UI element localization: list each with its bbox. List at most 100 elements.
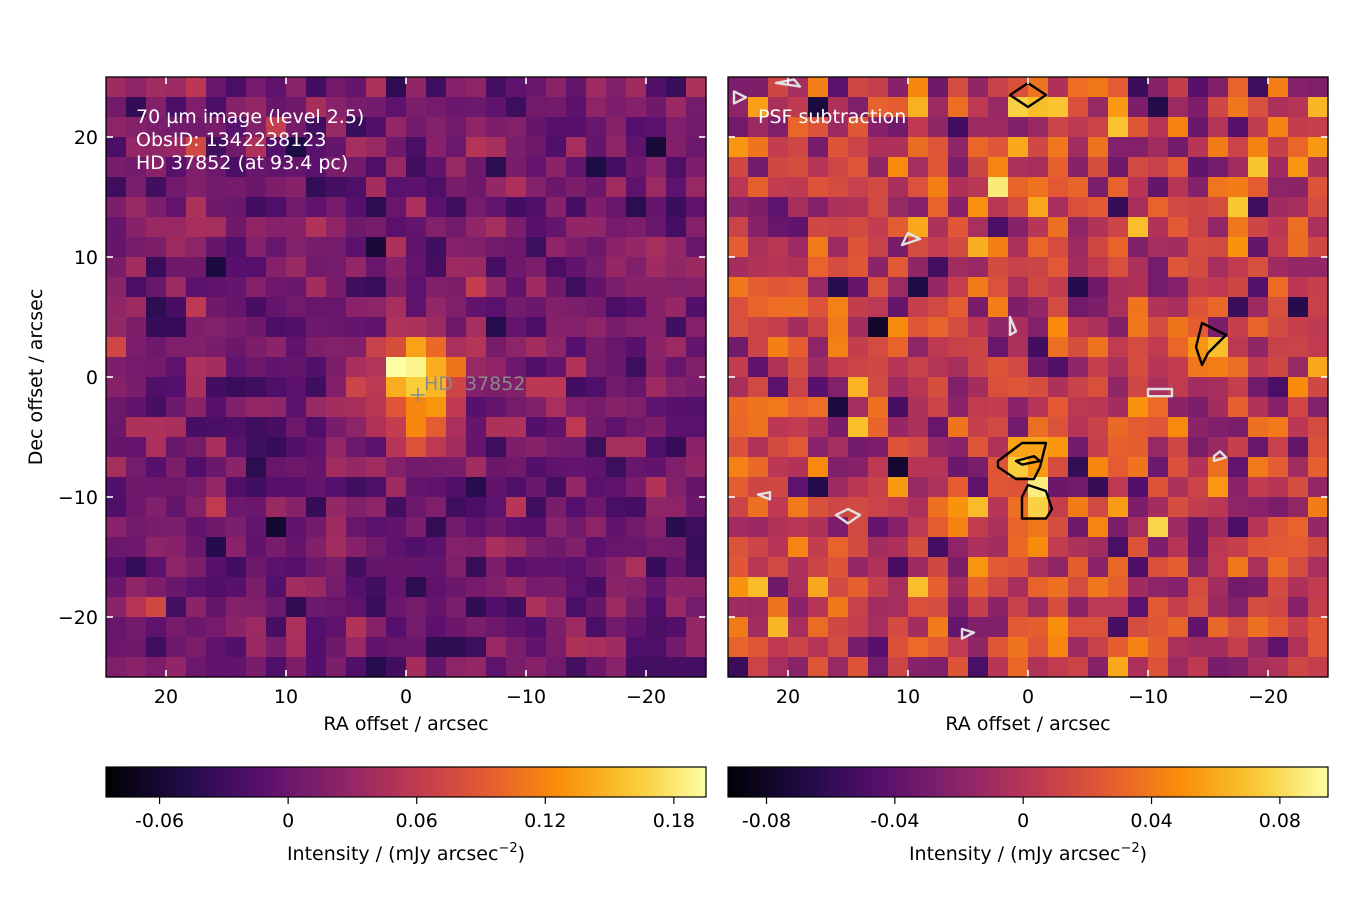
- heatmap-cell: [1168, 277, 1189, 298]
- heatmap-cell: [146, 117, 167, 138]
- heatmap-cell: [1148, 577, 1169, 598]
- heatmap-cell: [106, 337, 127, 358]
- heatmap-cell: [226, 237, 247, 258]
- heatmap-cell: [306, 257, 327, 278]
- heatmap-cell: [1148, 237, 1169, 258]
- heatmap-cell: [486, 117, 507, 138]
- heatmap-cell: [948, 157, 969, 178]
- heatmap-cell: [606, 657, 627, 678]
- heatmap-cell: [1248, 397, 1269, 418]
- heatmap-cell: [1048, 437, 1069, 458]
- heatmap-cell: [1108, 497, 1129, 518]
- heatmap-cell: [968, 257, 989, 278]
- heatmap-cell: [466, 517, 487, 538]
- heatmap-cell: [346, 517, 367, 538]
- panel-psf-subtraction: 20 10 0 −10 −20 PSF subtraction RA offset / …: [727, 76, 1329, 735]
- heatmap-cell: [286, 437, 307, 458]
- heatmap-cell: [566, 597, 587, 618]
- heatmap-cell: [1148, 157, 1169, 178]
- heatmap-cell: [1068, 577, 1089, 598]
- heatmap-cell: [1148, 197, 1169, 218]
- heatmap-cell: [788, 137, 809, 158]
- heatmap-cell: [386, 157, 407, 178]
- heatmap-cell: [888, 317, 909, 338]
- heatmap-cell: [646, 517, 667, 538]
- heatmap-cell: [546, 437, 567, 458]
- heatmap-cell: [586, 277, 607, 298]
- heatmap-cell: [146, 557, 167, 578]
- heatmap-cell: [166, 577, 187, 598]
- heatmap-cell: [346, 397, 367, 418]
- heatmap-cell: [1308, 317, 1329, 338]
- heatmap-cell: [346, 497, 367, 518]
- heatmap-cell: [1288, 457, 1309, 478]
- heatmap-cell: [1088, 137, 1109, 158]
- heatmap-cell: [106, 537, 127, 558]
- heatmap-cell: [486, 477, 507, 498]
- heatmap-cell: [146, 137, 167, 158]
- heatmap-cell: [366, 517, 387, 538]
- heatmap-cell: [466, 457, 487, 478]
- heatmap-cell: [908, 177, 929, 198]
- heatmap-cell: [146, 277, 167, 298]
- heatmap-cell: [286, 637, 307, 658]
- heatmap-cell: [566, 277, 587, 298]
- heatmap-cell: [968, 517, 989, 538]
- heatmap-cell: [1048, 597, 1069, 618]
- heatmap-cell: [1248, 137, 1269, 158]
- heatmap-cell: [286, 137, 307, 158]
- heatmap-cell: [1228, 637, 1249, 658]
- heatmap-cell: [768, 457, 789, 478]
- heatmap-cell: [306, 597, 327, 618]
- heatmap-cell: [908, 657, 929, 678]
- colorbar-label: Intensity / (mJy arcsec−2): [287, 841, 525, 865]
- heatmap-cell: [1228, 457, 1249, 478]
- heatmap-cell: [426, 377, 447, 398]
- heatmap-cell: [1068, 257, 1089, 278]
- heatmap-cell: [1228, 377, 1249, 398]
- heatmap-cell: [1308, 377, 1329, 398]
- heatmap-cell: [466, 597, 487, 618]
- heatmap-cell: [126, 317, 147, 338]
- heatmap-cell: [566, 477, 587, 498]
- heatmap-cell: [1108, 417, 1129, 438]
- heatmap-cell: [586, 417, 607, 438]
- heatmap-cell: [908, 517, 929, 538]
- heatmap-cell: [486, 437, 507, 458]
- heatmap-cell: [1048, 157, 1069, 178]
- heatmap-cell: [1268, 617, 1289, 638]
- heatmap-cell: [848, 537, 869, 558]
- heatmap-cell: [928, 177, 949, 198]
- heatmap-cell: [1248, 617, 1269, 638]
- heatmap-cell: [1048, 497, 1069, 518]
- heatmap-cell: [1088, 517, 1109, 538]
- heatmap-cell: [326, 457, 347, 478]
- heatmap-cell: [948, 617, 969, 638]
- heatmap-cell: [1248, 457, 1269, 478]
- heatmap-cell: [1188, 217, 1209, 238]
- heatmap-cell: [1128, 77, 1149, 98]
- heatmap-cell: [1268, 237, 1289, 258]
- heatmap-cell: [988, 597, 1009, 618]
- heatmap-cell: [326, 237, 347, 258]
- heatmap-cell: [306, 477, 327, 498]
- heatmap-cell: [246, 597, 267, 618]
- colorbar-label-prefix: Intensity / (mJy arcsec: [287, 843, 499, 865]
- heatmap-cell: [246, 557, 267, 578]
- heatmap-cell: [226, 477, 247, 498]
- heatmap-cell: [306, 197, 327, 218]
- heatmap-cell: [1208, 237, 1229, 258]
- heatmap-cell: [546, 277, 567, 298]
- heatmap-cell: [1268, 437, 1289, 458]
- heatmap-cell: [1308, 497, 1329, 518]
- heatmap-cell: [1028, 237, 1049, 258]
- heatmap-cell: [1308, 397, 1329, 418]
- heatmap-cell: [1208, 277, 1229, 298]
- heatmap-cell: [868, 357, 889, 378]
- heatmap-cell: [526, 197, 547, 218]
- heatmap-cell: [626, 217, 647, 238]
- heatmap-cell: [988, 357, 1009, 378]
- heatmap-cell: [768, 137, 789, 158]
- heatmap-cell: [768, 337, 789, 358]
- heatmap-cell: [606, 517, 627, 538]
